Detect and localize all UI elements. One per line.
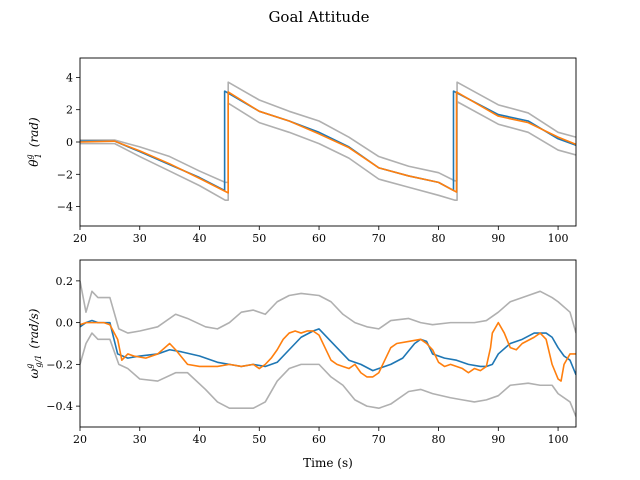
x-tick-label: 80 xyxy=(432,433,446,446)
x-tick-label: 50 xyxy=(252,433,266,446)
y-tick-label: −0.2 xyxy=(46,358,73,371)
x-tick-label: 60 xyxy=(312,232,326,245)
y-tick-label: 0.2 xyxy=(56,275,74,288)
y-axis-label: θg1(rad) xyxy=(25,117,43,167)
series-line-lower xyxy=(80,332,576,417)
x-tick-label: 90 xyxy=(491,433,505,446)
x-tick-label: 90 xyxy=(491,232,505,245)
y-axis-label: ωgg/1(rad/s) xyxy=(25,308,43,378)
x-tick-label: 40 xyxy=(193,433,207,446)
series-line-upper xyxy=(80,81,576,184)
x-tick-label: 20 xyxy=(73,232,87,245)
x-tick-label: 30 xyxy=(133,433,147,446)
axes-frame xyxy=(79,259,577,428)
series-line-actual xyxy=(80,321,576,382)
subplot-1: 20 30 40 50 60 70 80 90 100 −4 −2 0 2 4 θg1(rad) xyxy=(25,57,577,245)
x-tick-label: 60 xyxy=(312,433,326,446)
x-tick-label: 40 xyxy=(193,232,207,245)
x-tick-label: 20 xyxy=(73,433,87,446)
x-axis-label: Time (s) xyxy=(303,456,353,470)
series-group xyxy=(80,280,576,417)
y-tick-label: −2 xyxy=(57,168,73,181)
y-tick-label: 0 xyxy=(66,136,73,149)
x-tick-label: 100 xyxy=(548,433,569,446)
x-tick-label: 50 xyxy=(252,232,266,245)
x-tick-label: 70 xyxy=(372,232,386,245)
x-tick-label: 30 xyxy=(133,232,147,245)
y-tick-label: −0.4 xyxy=(46,400,73,413)
y-tick-label: 4 xyxy=(66,71,73,84)
chart-title: Goal Attitude xyxy=(268,8,369,26)
series-line-upper xyxy=(80,280,576,334)
axes-frame xyxy=(79,57,577,227)
x-tick-label: 80 xyxy=(432,232,446,245)
y-tick-label: 2 xyxy=(66,104,73,117)
y-tick-label: 0.0 xyxy=(56,317,74,330)
x-tick-label: 70 xyxy=(372,433,386,446)
series-group xyxy=(80,81,576,201)
x-tick-label: 100 xyxy=(548,232,569,245)
series-line-lower xyxy=(80,100,576,201)
subplot-2: 20 30 40 50 60 70 80 90 100 −0.4 −0.2 0.0 0.2 ωgg/1(r… xyxy=(25,259,577,470)
y-tick-label: −4 xyxy=(57,201,73,214)
series-line-actual xyxy=(80,91,576,194)
